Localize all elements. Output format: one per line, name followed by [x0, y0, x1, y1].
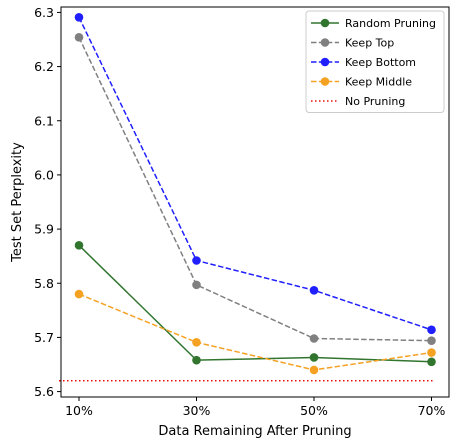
x-tick-label: 30%: [183, 403, 211, 418]
series-line: [78, 293, 432, 371]
series-keep-middle: [74, 289, 436, 375]
data-point: [427, 325, 436, 335]
legend-label: No Pruning: [345, 95, 405, 108]
y-tick-label: 5.6: [34, 384, 54, 399]
data-point: [427, 336, 436, 345]
data-point: [192, 337, 201, 347]
legend-marker: [320, 38, 330, 47]
data-point: [74, 241, 84, 250]
legend-label: Keep Middle: [345, 76, 412, 89]
legend-label: Keep Bottom: [345, 56, 416, 69]
x-tick-label: 10%: [65, 403, 93, 418]
plot-frame: [60, 6, 450, 398]
data-point: [192, 256, 201, 265]
legend-item: Random Pruning: [311, 17, 436, 30]
y-axis: 5.6 5.7 5.8 5.9 6.0 6.1 6.2 6.3: [34, 5, 61, 399]
legend-marker: [320, 18, 330, 28]
legend-item: Keep Middle: [311, 76, 412, 89]
y-tick-label: 6.3: [34, 5, 54, 20]
data-point: [309, 285, 319, 295]
x-axis-label: Data Remaining After Pruning: [158, 424, 351, 439]
data-point: [309, 353, 319, 362]
x-axis: 10% 30% 50% 70%: [65, 397, 446, 418]
legend-item: Keep Top: [311, 37, 394, 50]
series-line: [78, 16, 432, 331]
data-point: [427, 348, 436, 357]
y-tick-label: 6.2: [34, 59, 54, 74]
x-tick-label: 70%: [418, 403, 446, 418]
series-keep-top: [74, 33, 436, 345]
legend-marker: [320, 77, 330, 86]
y-axis-label: Test Set Perplexity: [10, 142, 25, 263]
series-line: [78, 37, 432, 342]
data-point: [309, 334, 319, 343]
legend: Random Pruning Keep Top Keep Bottom Keep Mi…: [305, 10, 445, 113]
x-tick-label: 50%: [300, 403, 328, 418]
legend-marker: [320, 57, 330, 67]
y-tick-label: 5.8: [34, 276, 54, 291]
legend-item: No Pruning: [311, 95, 405, 108]
legend-item: Keep Bottom: [311, 56, 416, 69]
y-tick-label: 6.0: [34, 167, 54, 182]
legend-label: Random Pruning: [345, 17, 436, 30]
data-point: [74, 289, 84, 299]
series-random-pruning: [74, 241, 436, 367]
data-point: [192, 280, 201, 290]
data-point: [309, 365, 319, 375]
y-tick-label: 5.9: [34, 222, 54, 237]
data-point: [427, 357, 436, 367]
y-tick-label: 5.7: [34, 330, 54, 345]
plot-layer: [59, 12, 436, 382]
legend-box: [305, 10, 445, 113]
series-keep-bottom: [74, 12, 436, 335]
data-point: [74, 12, 84, 22]
legend-label: Keep Top: [345, 37, 394, 50]
series-line: [78, 244, 432, 363]
y-tick-label: 6.1: [34, 113, 54, 128]
data-point: [192, 355, 201, 365]
data-point: [74, 33, 84, 42]
